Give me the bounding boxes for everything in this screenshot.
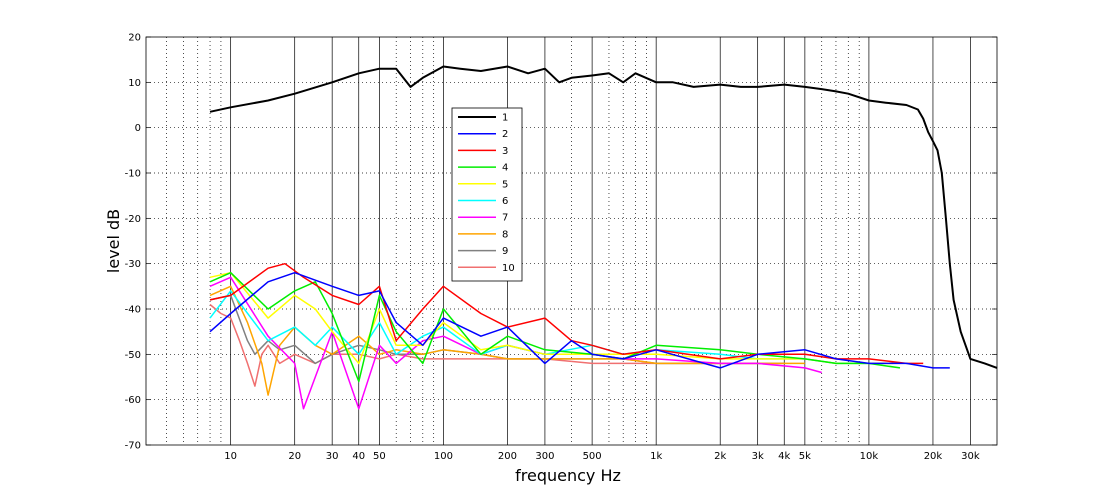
x-tick-label: 5k	[799, 451, 811, 462]
y-tick-label: -30	[125, 259, 141, 270]
legend-label-8: 8	[502, 229, 508, 240]
legend-label-10: 10	[502, 263, 515, 274]
x-tick-label: 500	[583, 451, 602, 462]
legend-label-3: 3	[502, 146, 508, 157]
y-tick-label: 20	[128, 33, 141, 44]
series-line-5	[209, 271, 894, 365]
x-tick-label: 2k	[714, 451, 726, 462]
legend: 1 2 3 4 5 6 7 8 9 10	[451, 107, 523, 282]
x-tick-label: 200	[498, 451, 517, 462]
series-line-7	[209, 276, 822, 410]
y-tick-label: 10	[128, 78, 141, 89]
series-line-2	[209, 271, 950, 369]
x-tick-label: 40	[352, 451, 365, 462]
x-tick-label: 30k	[961, 451, 980, 462]
series-line-4	[209, 271, 901, 383]
y-tick-label: -20	[125, 214, 141, 225]
x-axis-label: frequency Hz	[515, 466, 621, 485]
x-tick-label: 10k	[860, 451, 879, 462]
x-tick-label: 4k	[778, 451, 790, 462]
x-tick-label: 1k	[650, 451, 662, 462]
legend-label-4: 4	[502, 163, 508, 174]
x-tick-label: 30	[326, 451, 339, 462]
y-tick-label: -10	[125, 169, 141, 180]
x-tick-label: 20k	[924, 451, 943, 462]
y-axis-label: level dB	[104, 209, 123, 273]
legend-box	[451, 107, 523, 282]
legend-label-6: 6	[502, 196, 508, 207]
y-tick-label: -70	[125, 441, 141, 452]
y-tick-label: 0	[135, 123, 141, 134]
series-line-8	[209, 285, 805, 396]
x-tick-label: 300	[535, 451, 554, 462]
y-tick-label: -40	[125, 305, 141, 316]
y-tick-label: -60	[125, 395, 141, 406]
legend-label-1: 1	[502, 113, 508, 124]
legend-label-9: 9	[502, 246, 508, 257]
legend-label-5: 5	[502, 179, 508, 190]
y-tick-label: -50	[125, 350, 141, 361]
x-tick-label: 100	[434, 451, 453, 462]
x-tick-label: 10	[224, 451, 237, 462]
legend-label-7: 7	[502, 213, 508, 224]
x-tick-label: 3k	[752, 451, 764, 462]
x-tick-label: 50	[373, 451, 386, 462]
series-line-1	[209, 65, 998, 369]
x-tick-label: 20	[288, 451, 301, 462]
legend-label-2: 2	[502, 129, 508, 140]
